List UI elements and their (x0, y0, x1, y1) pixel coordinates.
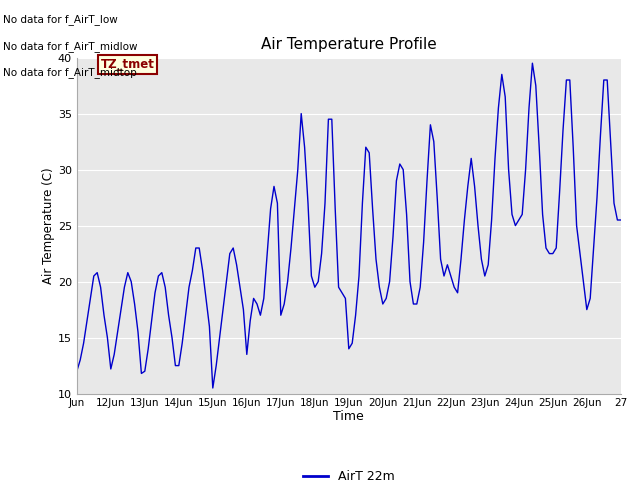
X-axis label: Time: Time (333, 410, 364, 423)
Y-axis label: Air Temperature (C): Air Temperature (C) (42, 168, 55, 284)
Title: Air Temperature Profile: Air Temperature Profile (261, 37, 436, 52)
Legend: AirT 22m: AirT 22m (298, 465, 399, 480)
Text: TZ_tmet: TZ_tmet (100, 58, 154, 71)
Text: No data for f_AirT_low: No data for f_AirT_low (3, 14, 118, 25)
Text: No data for f_AirT_midtop: No data for f_AirT_midtop (3, 67, 137, 78)
Text: No data for f_AirT_midlow: No data for f_AirT_midlow (3, 41, 138, 52)
